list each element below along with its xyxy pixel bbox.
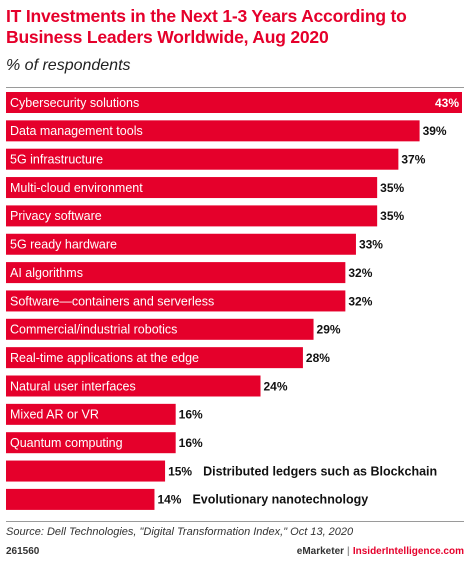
value-label: 15% [168, 464, 192, 478]
category-label: Multi-cloud environment [10, 181, 143, 195]
bar [6, 148, 399, 170]
category-label: Privacy software [10, 209, 102, 223]
bar [6, 92, 462, 113]
bar [6, 290, 346, 312]
bar [6, 262, 346, 284]
category-label: AI algorithms [10, 266, 83, 280]
bar [6, 205, 378, 227]
value-label: 37% [401, 153, 425, 167]
chart-title: IT Investments in the Next 1-3 Years Acc… [6, 6, 407, 47]
bar [6, 460, 166, 482]
category-label: Natural user interfaces [10, 379, 136, 393]
top-divider [6, 87, 464, 88]
value-label: 35% [380, 209, 404, 223]
chart-id: 261560 [6, 546, 40, 557]
bar-row: Software—containers and serverless 32% [6, 290, 373, 312]
bar-row: Distributed ledgers such as Blockchain 15… [6, 460, 437, 482]
bar-row: Multi-cloud environment 35% [6, 177, 405, 199]
bar [6, 177, 378, 199]
bar [6, 375, 261, 397]
bar-row: 5G ready hardware 33% [6, 233, 383, 255]
category-label: Cybersecurity solutions [10, 96, 139, 110]
category-label: Distributed ledgers such as Blockchain [203, 464, 437, 478]
category-label: Commercial/industrial robotics [10, 323, 177, 337]
value-label: 33% [359, 238, 383, 252]
brand-emarketer[interactable]: eMarketer [296, 546, 345, 557]
category-label: 5G ready hardware [10, 238, 117, 252]
value-label: 28% [306, 351, 330, 365]
category-label: Software—containers and serverless [10, 294, 214, 308]
bar [6, 120, 420, 142]
value-label: 35% [380, 181, 404, 195]
value-label: 32% [348, 266, 372, 280]
bar [6, 432, 176, 454]
value-label: 24% [264, 379, 288, 393]
source-note: Source: Dell Technologies, "Digital Tran… [6, 526, 354, 538]
bar [6, 347, 303, 369]
bottom-divider [6, 521, 464, 522]
bar-row: Real-time applications at the edge 28% [6, 347, 330, 369]
bar-row: Commercial/industrial robotics 29% [6, 318, 341, 340]
brand-separator: | [347, 546, 350, 557]
category-label: Real-time applications at the edge [10, 351, 199, 365]
category-label: Evolutionary nanotechnology [192, 493, 368, 507]
value-label: 16% [179, 436, 203, 450]
bar-row: Mixed AR or VR 16% [6, 403, 203, 425]
bar-row: Evolutionary nanotechnology 14% [6, 488, 368, 510]
bar-row: Quantum computing 16% [6, 432, 203, 454]
value-label: 39% [423, 124, 447, 138]
bar [6, 403, 176, 425]
bar-row: Data management tools 39% [6, 120, 447, 142]
bar-row: 5G infrastructure 37% [6, 148, 426, 170]
value-label: 32% [348, 294, 372, 308]
chart-subtitle: % of respondents [6, 57, 131, 74]
bar-chart: Cybersecurity solutions 43% Data managemen… [6, 92, 462, 510]
value-label: 16% [179, 408, 203, 422]
bar-row: AI algorithms 32% [6, 262, 373, 284]
category-label: Mixed AR or VR [10, 408, 99, 422]
bar [6, 488, 155, 510]
value-label: 43% [435, 96, 459, 110]
brand-insider-link[interactable]: InsiderIntelligence.com [352, 546, 464, 557]
value-label: 14% [157, 493, 181, 507]
category-label: Quantum computing [10, 436, 123, 450]
bar [6, 233, 356, 255]
bar-row: Privacy software 35% [6, 205, 405, 227]
category-label: 5G infrastructure [10, 153, 103, 167]
category-label: Data management tools [10, 124, 143, 138]
value-label: 29% [317, 323, 341, 337]
brand-footer: eMarketer | InsiderIntelligence.com [297, 546, 464, 557]
bar-row: Natural user interfaces 24% [6, 375, 288, 397]
bar [6, 318, 314, 340]
bar-row: Cybersecurity solutions 43% [6, 92, 462, 113]
